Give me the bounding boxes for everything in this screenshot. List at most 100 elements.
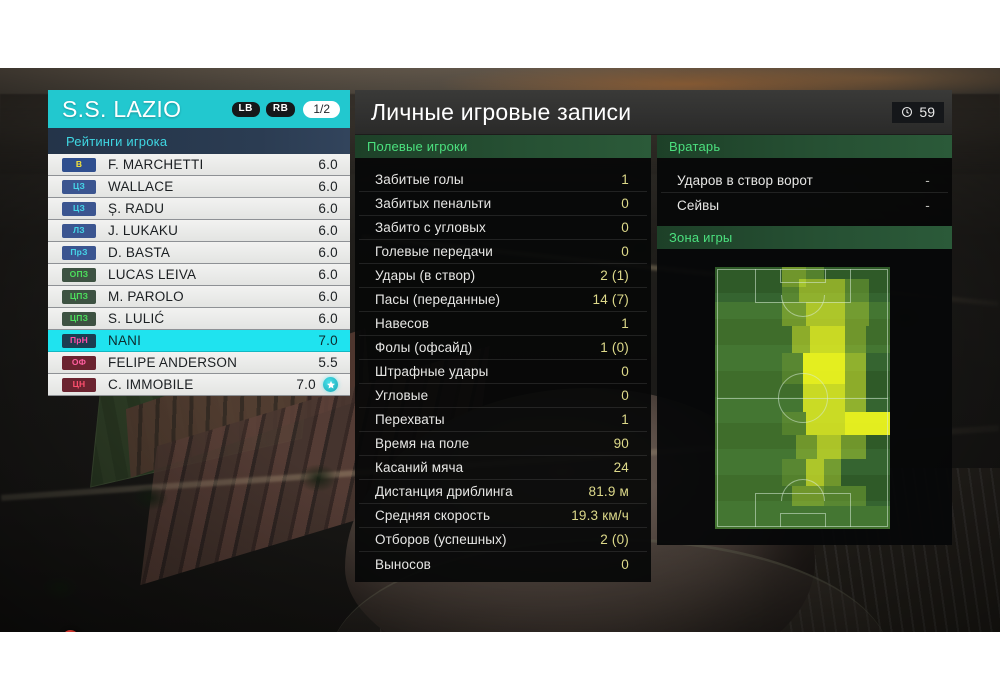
player-row[interactable]: ЦПЗ S. LULIĆ 6.0 (48, 308, 350, 330)
player-position-badge: ЦЗ (62, 201, 96, 216)
stat-value: 1 (0) (600, 340, 629, 355)
b-button-icon: B (62, 630, 79, 632)
stat-row: Ударов в створ ворот - (661, 168, 948, 193)
stat-label: Отборов (успешных) (375, 532, 507, 547)
heatmap-cell (823, 485, 866, 506)
main-title-bar: Личные игровые записи 59 (355, 90, 952, 135)
timer-value: 59 (919, 103, 935, 120)
player-position-badge: ЦПЗ (62, 289, 96, 304)
heatmap-cell (844, 384, 866, 412)
player-rating: 6.0 (318, 289, 338, 304)
player-row[interactable]: ПрЗ D. BASTA 6.0 (48, 242, 350, 264)
player-row[interactable]: ЦЗ Ș. RADU 6.0 (48, 198, 350, 220)
stat-row: Пасы (переданные) 14 (7) (359, 288, 647, 312)
stat-value: 14 (7) (592, 292, 629, 307)
player-name: C. IMMOBILE (108, 377, 194, 392)
stat-label: Ударов в створ ворот (677, 172, 813, 188)
heatmap-cell (806, 267, 824, 279)
stat-row: Фолы (офсайд) 1 (0) (359, 336, 647, 360)
heatmap-cell (781, 267, 806, 287)
stat-value: 1 (621, 316, 629, 331)
player-position-badge: ОПЗ (62, 267, 96, 282)
stat-row: Перехваты 1 (359, 408, 647, 432)
stat-label: Забито с угловых (375, 220, 486, 235)
game-viewport: S.S. LAZIO LB RB 1/2 Рейтинги игрока В F.… (0, 68, 1000, 632)
stat-value: - (925, 172, 930, 188)
heatmap-cell (844, 411, 890, 436)
heatmap-cell (844, 325, 866, 354)
team-header: S.S. LAZIO LB RB 1/2 (48, 90, 350, 128)
stat-row: Удары (в створ) 2 (1) (359, 264, 647, 288)
heatmap-cell (816, 435, 841, 459)
player-name: Ș. RADU (108, 201, 165, 216)
player-row[interactable]: ЛЗ J. LUKAKU 6.0 (48, 220, 350, 242)
stat-label: Угловые (375, 388, 429, 403)
stat-label: Фолы (офсайд) (375, 340, 473, 355)
stat-value: 1 (621, 172, 629, 187)
stat-label: Средняя скорость (375, 508, 491, 523)
stat-row: Дистанция дриблинга 81.9 м (359, 480, 647, 504)
player-position-badge: В (62, 157, 96, 172)
outfield-section-header: Полевые игроки (355, 135, 651, 158)
player-rating: 7.0 (318, 333, 338, 348)
heatmap-cell (715, 435, 796, 459)
player-rating: 6.0 (318, 179, 338, 194)
player-row[interactable]: ЦПЗ M. PAROLO 6.0 (48, 286, 350, 308)
heatmap-cell (792, 325, 810, 354)
stat-value: 0 (621, 220, 629, 235)
stat-row: Штрафные удары 0 (359, 360, 647, 384)
stat-label: Касаний мяча (375, 460, 464, 475)
lb-button-hint[interactable]: LB (231, 101, 260, 117)
rb-button-hint[interactable]: RB (265, 101, 296, 117)
player-position-badge: ЦЗ (62, 179, 96, 194)
stat-value: 0 (621, 364, 629, 379)
goalkeeper-stats-list: Ударов в створ ворот - Сейвы - (657, 158, 952, 226)
player-row[interactable]: ОФ FELIPE ANDERSON 5.5 (48, 352, 350, 374)
outfield-stats-list: Забитые голы 1 Забитых пенальти 0 Забито с у… (355, 158, 651, 582)
heatmap-cell (844, 353, 866, 385)
player-row[interactable]: ЦЗ WALLACE 6.0 (48, 176, 350, 198)
player-row[interactable]: ЦН C. IMMOBILE 7.0 (48, 374, 350, 396)
stat-label: Навесов (375, 316, 430, 331)
heatmap-cell (806, 458, 824, 486)
stat-label: Забитые голы (375, 172, 464, 187)
stat-row: Средняя скорость 19.3 км/ч (359, 504, 647, 528)
stat-value: 0 (621, 388, 629, 403)
pitch-goal-box-bottom (779, 513, 826, 527)
pitch-heatmap (715, 267, 890, 529)
heatmap-cell (823, 458, 841, 486)
player-rating: 6.0 (318, 223, 338, 238)
heatmap-panel (657, 249, 952, 545)
stat-row: Навесов 1 (359, 312, 647, 336)
stat-value: - (925, 198, 930, 213)
player-rating: 5.5 (318, 355, 338, 370)
heatmap-cell (844, 278, 869, 303)
heatmap-cell (715, 302, 782, 326)
player-rating: 6.0 (318, 201, 338, 216)
player-row[interactable]: В F. MARCHETTI 6.0 (48, 154, 350, 176)
stat-label: Время на поле (375, 436, 470, 451)
heatmap-cell (715, 411, 782, 436)
player-name: D. BASTA (108, 245, 171, 260)
stat-label: Удары (в створ) (375, 268, 476, 283)
stat-row: Забитые голы 1 (359, 168, 647, 192)
player-name: LUCAS LEIVA (108, 267, 197, 282)
player-position-badge: ПрН (62, 333, 96, 348)
player-ratings-list: В F. MARCHETTI 6.0 ЦЗ WALLACE 6.0 ЦЗ Ș. RADU 6.0… (48, 154, 350, 396)
stat-label: Штрафные удары (375, 364, 489, 379)
back-button[interactable]: B Назад (62, 630, 129, 632)
pitch-goal-box-top (779, 269, 826, 283)
player-name: FELIPE ANDERSON (108, 355, 238, 370)
stat-row: Выносов 0 (359, 552, 647, 576)
goalkeeper-column: Вратарь Ударов в створ ворот - Сейвы - Зона… (657, 135, 952, 582)
stat-value: 19.3 км/ч (571, 508, 629, 523)
player-name: S. LULIĆ (108, 311, 165, 326)
player-row[interactable]: ПрН NANI 7.0 (48, 330, 350, 352)
stat-value: 0 (621, 244, 629, 259)
team-name: S.S. LAZIO (62, 95, 182, 122)
stat-row: Время на поле 90 (359, 432, 647, 456)
heatmap-cell (715, 505, 890, 529)
player-row[interactable]: ОПЗ LUCAS LEIVA 6.0 (48, 264, 350, 286)
heatmap-cell (869, 302, 890, 326)
